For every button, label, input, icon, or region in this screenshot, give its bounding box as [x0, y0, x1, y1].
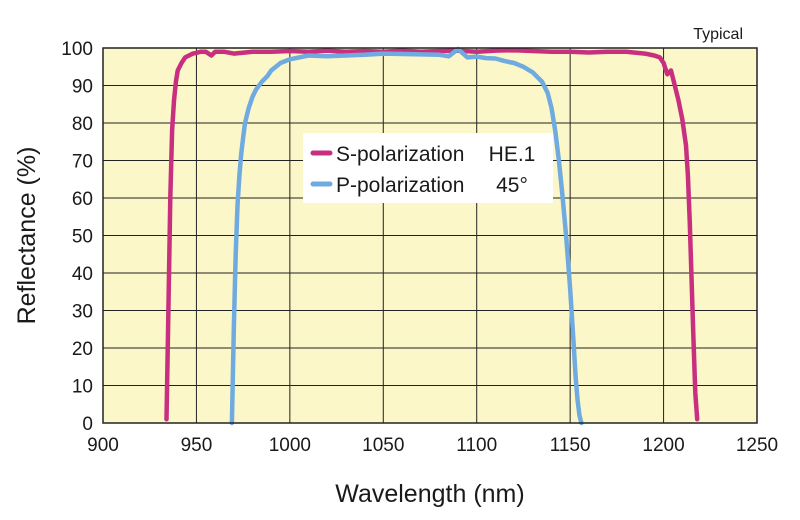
y-tick-label: 70	[72, 152, 93, 173]
legend-label-p: P-polarization	[336, 174, 464, 197]
y-tick-label: 10	[72, 377, 93, 398]
x-tick-label: 950	[181, 435, 213, 456]
y-tick-label: 60	[72, 189, 93, 210]
y-tick-label: 20	[72, 339, 93, 360]
series-layer	[164, 46, 700, 426]
legend-note-s: HE.1	[489, 143, 536, 166]
y-tick-label: 50	[72, 227, 93, 248]
legend-background	[303, 133, 553, 203]
x-axis-ticks: 900 950 1000 1050 1100 1150 1200 1250	[87, 435, 778, 456]
y-axis-ticks: 0 10 20 30 40 50 60 70 80 90 100	[61, 39, 93, 435]
y-tick-label: 80	[72, 114, 93, 135]
legend-label-s: S-polarization	[336, 143, 464, 166]
y-tick-label: 0	[82, 414, 93, 435]
x-tick-label: 1000	[269, 435, 311, 456]
y-tick-label: 40	[72, 264, 93, 285]
plot-frame	[102, 47, 758, 424]
legend: S-polarization HE.1 P-polarization 45°	[303, 133, 553, 203]
x-tick-label: 1200	[642, 435, 684, 456]
y-tick-label: 30	[72, 302, 93, 323]
x-axis-title: Wavelength (nm)	[335, 480, 524, 508]
y-axis-title: Reflectance (%)	[13, 147, 41, 325]
x-tick-label: 1050	[362, 435, 404, 456]
x-tick-label: 1150	[550, 435, 591, 456]
p-polarization-line	[229, 46, 584, 426]
x-tick-label: 900	[87, 435, 119, 456]
y-tick-label: 90	[72, 77, 93, 98]
s-polarization-line	[164, 47, 700, 422]
typical-note: Typical	[693, 26, 743, 43]
y-tick-label: 100	[61, 39, 93, 60]
x-tick-label: 1100	[456, 435, 497, 456]
x-tick-label: 1250	[736, 435, 778, 456]
legend-note-p: 45°	[496, 174, 528, 197]
